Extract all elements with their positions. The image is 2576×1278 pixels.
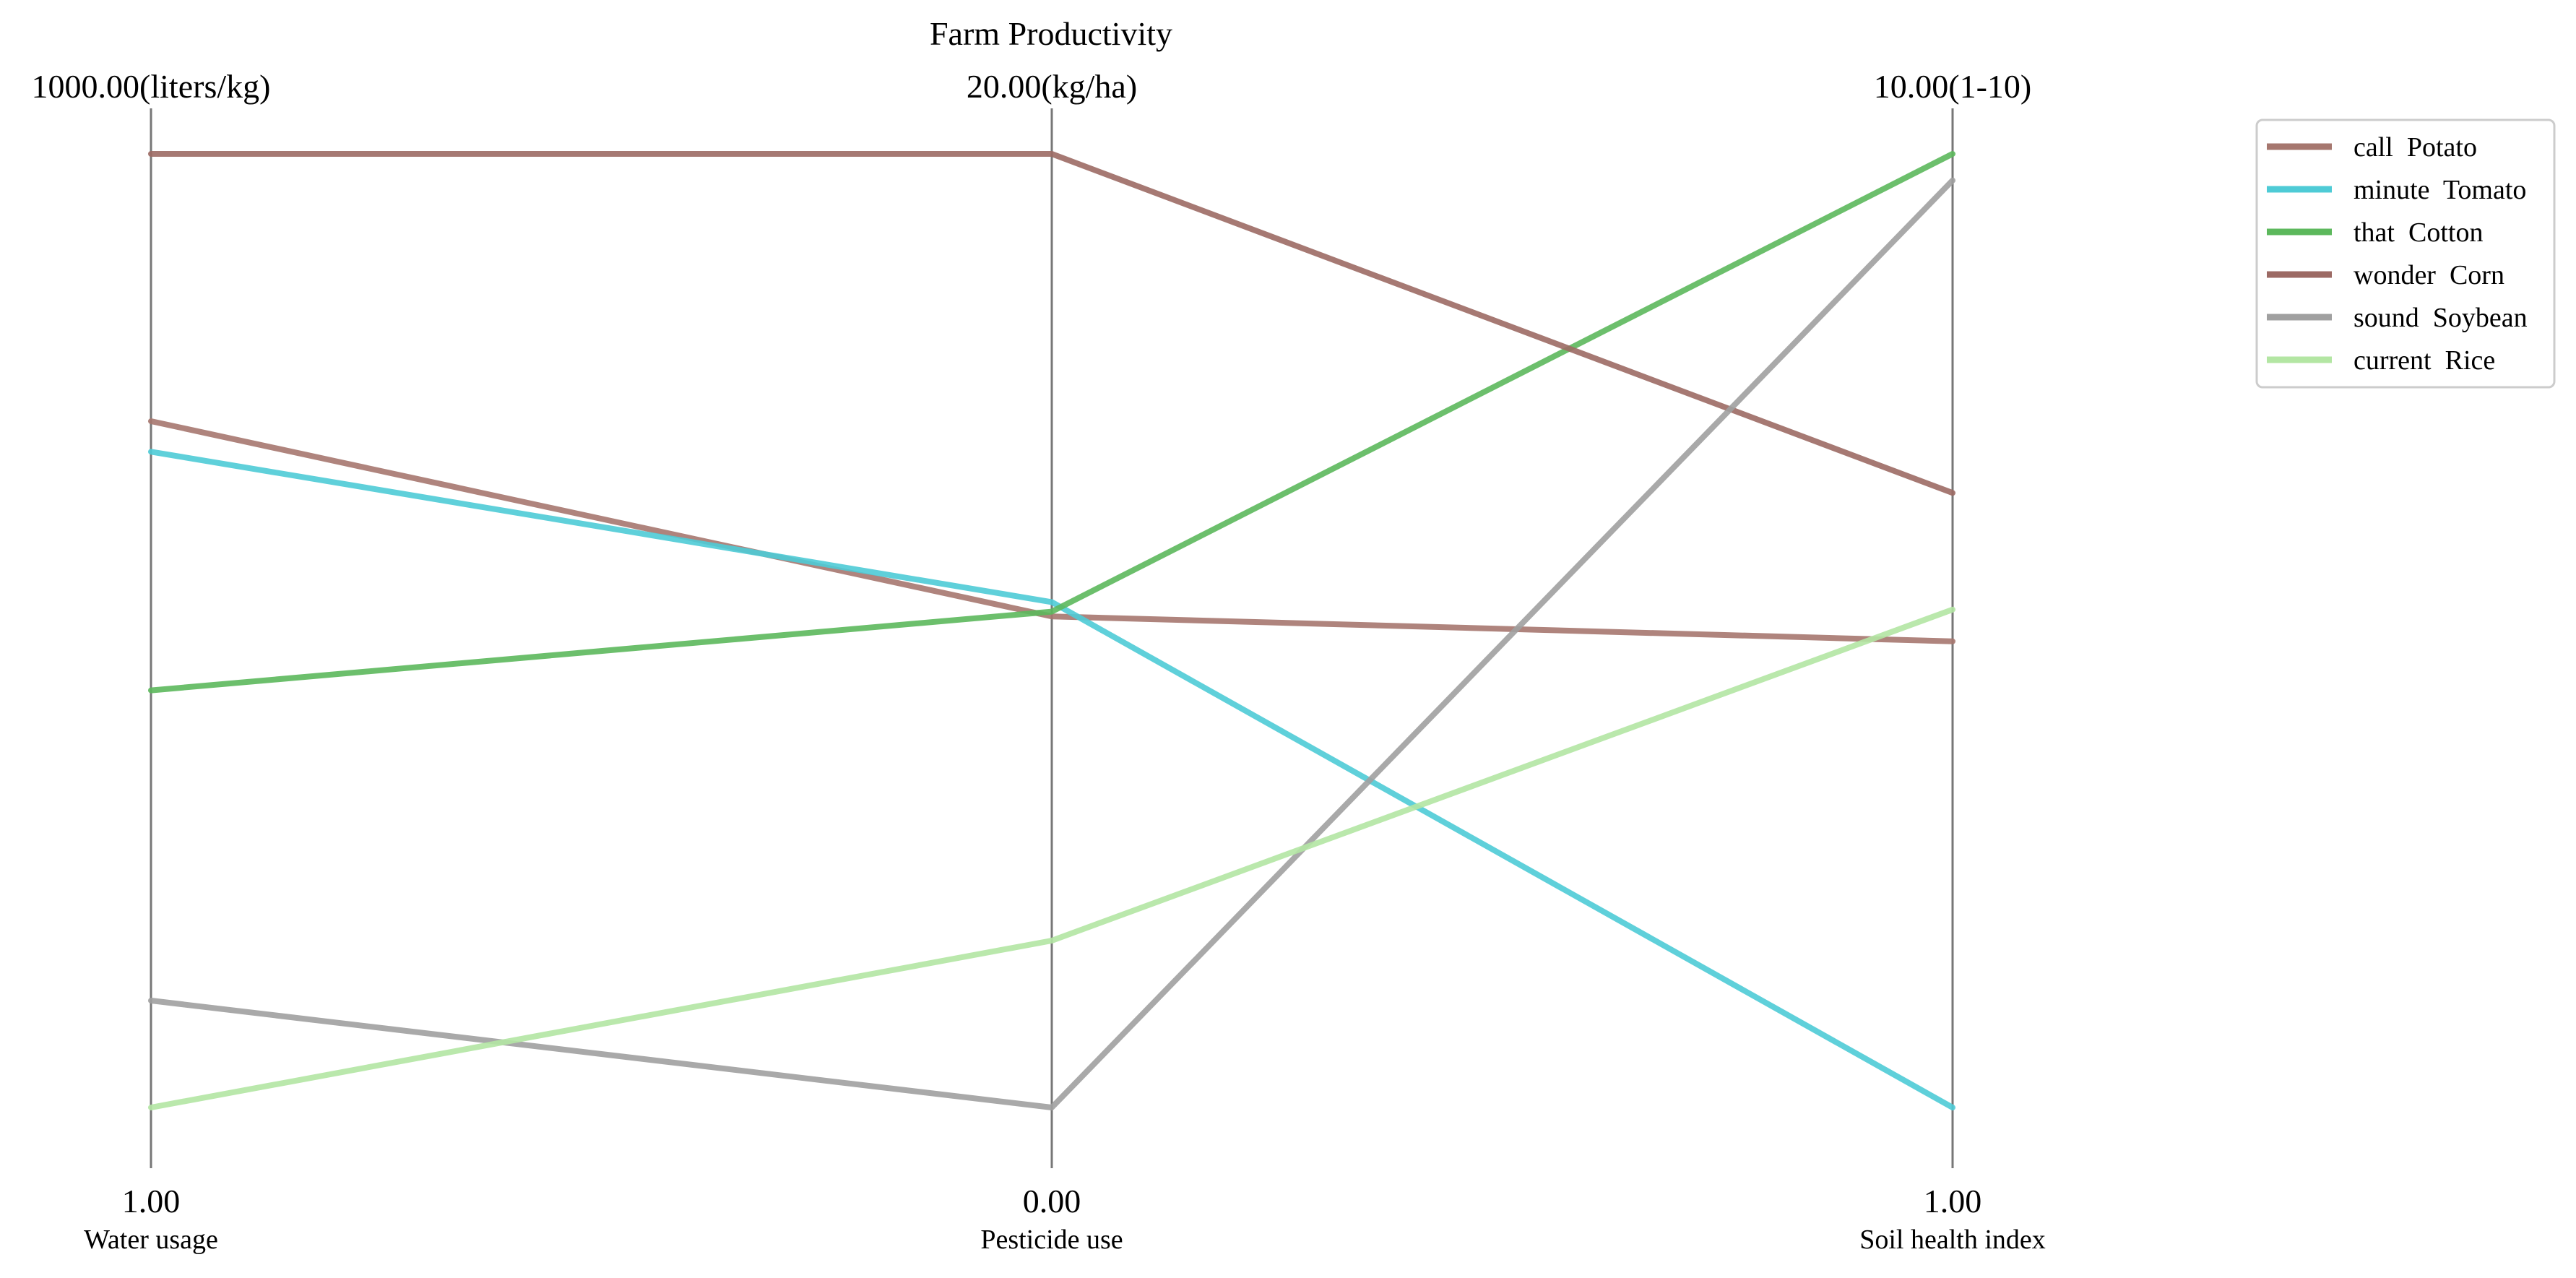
axis-max-label-3: 10.00(1-10)	[1874, 68, 2031, 105]
axes-layer: 1000.00(liters/kg) 1.00 Water usage 20.00(k…	[32, 68, 2046, 1255]
series-line-6	[148, 606, 1955, 1110]
series-line-4	[148, 151, 1955, 496]
legend-label-1: call Potato	[2354, 132, 2477, 163]
series-line-2	[148, 449, 1955, 1110]
legend-label-6: current Rice	[2354, 345, 2495, 376]
axis-min-label-1: 1.00	[122, 1183, 181, 1219]
axis-name-label-2: Pesticide use	[980, 1225, 1123, 1255]
legend: call Potato minute Tomato that Cotton wonde…	[2255, 118, 2556, 389]
legend-label-4: wonder Corn	[2354, 260, 2504, 290]
axis-name-label-1: Water usage	[84, 1225, 218, 1255]
axis-max-label-1: 1000.00(liters/kg)	[32, 68, 271, 105]
legend-items: call Potato minute Tomato that Cotton wonde…	[2267, 132, 2528, 376]
series-lines-layer	[148, 151, 1955, 1110]
legend-label-5: sound Soybean	[2354, 303, 2528, 333]
axis-min-label-2: 0.00	[1023, 1183, 1081, 1219]
series-line-3	[148, 151, 1955, 694]
axis-name-label-3: Soil health index	[1859, 1225, 2046, 1255]
legend-label-3: that Cotton	[2354, 217, 2483, 248]
series-line-5	[148, 177, 1955, 1110]
legend-label-2: minute Tomato	[2354, 175, 2526, 205]
chart-title: Farm Productivity	[930, 15, 1172, 52]
axis-max-label-2: 20.00(kg/ha)	[967, 68, 1137, 105]
series-line-1	[148, 418, 1955, 644]
axis-min-label-3: 1.00	[1924, 1183, 1982, 1219]
